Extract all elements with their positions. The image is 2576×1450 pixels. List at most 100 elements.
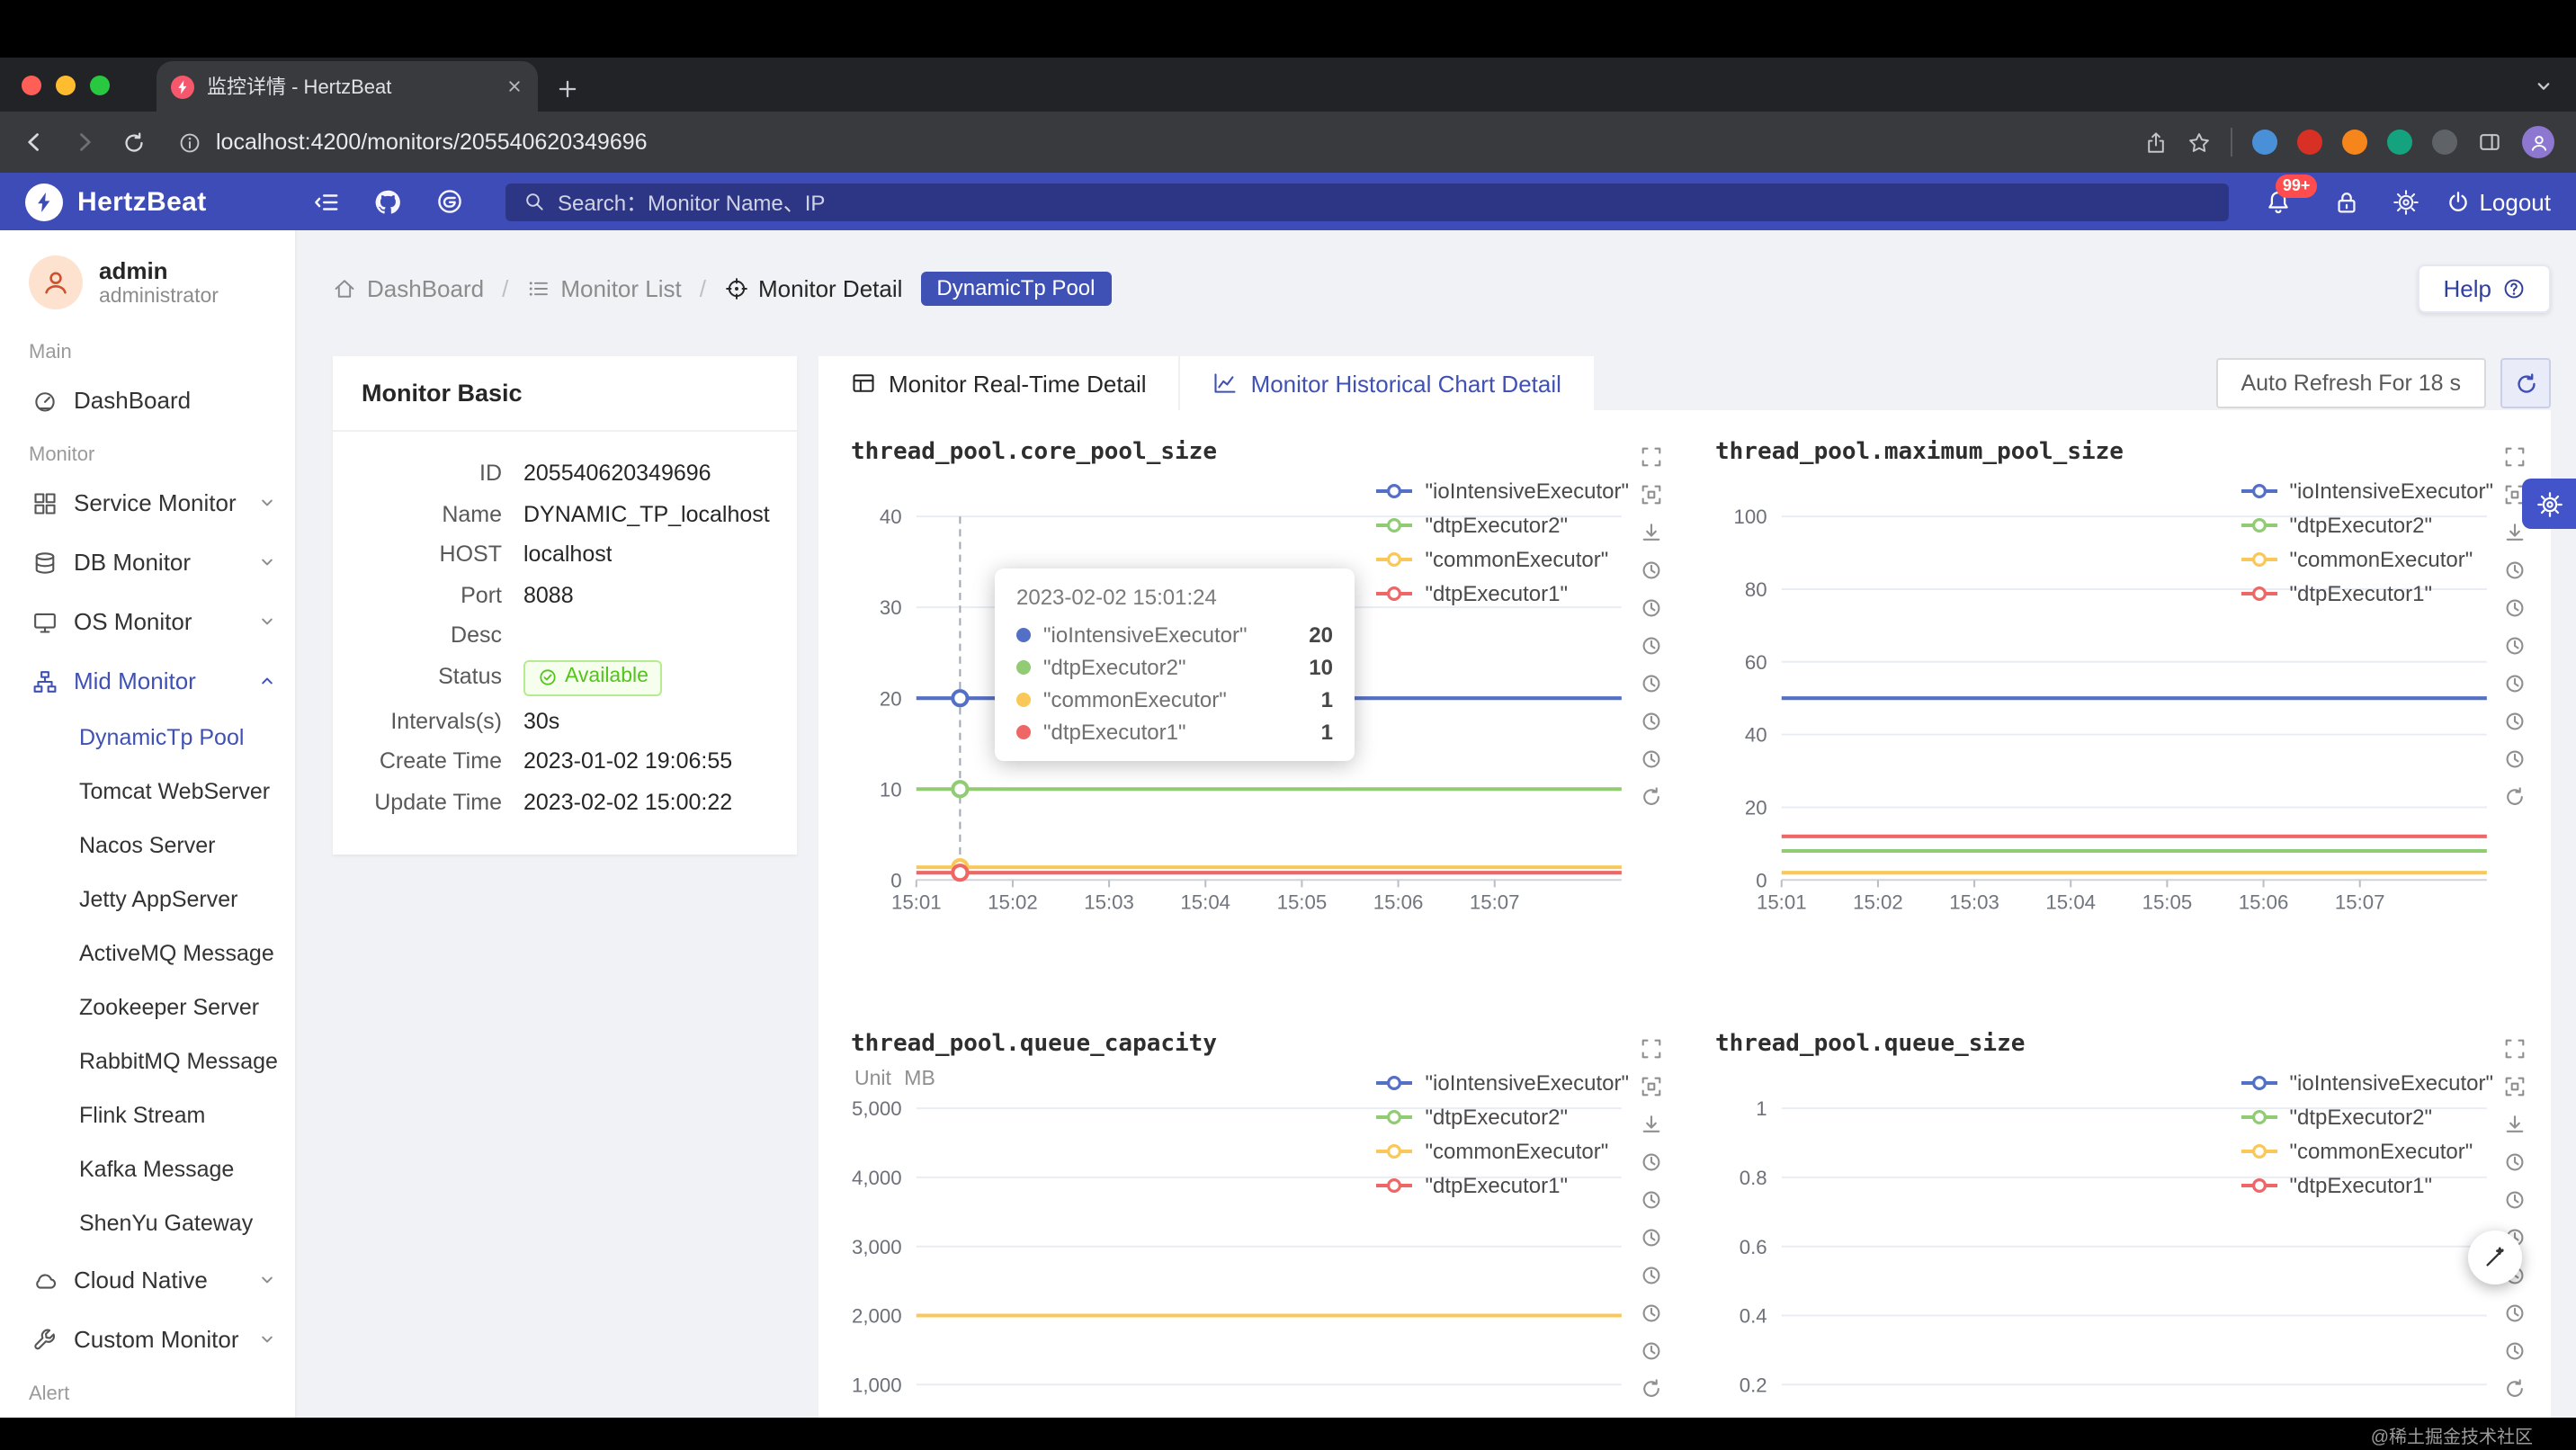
- side-panel-icon[interactable]: [2477, 130, 2502, 155]
- sidebar-item-flink-stream[interactable]: Flink Stream: [79, 1103, 206, 1128]
- legend-item[interactable]: "ioIntensiveExecutor": [1375, 1071, 1629, 1096]
- sidebar-item-mid-monitor[interactable]: Mid Monitor: [0, 651, 295, 711]
- help-button[interactable]: Help: [2418, 264, 2551, 312]
- interval-clock-4-icon[interactable]: [1640, 1266, 1661, 1287]
- chart-refresh-icon[interactable]: [1640, 1379, 1661, 1401]
- refresh-now-button[interactable]: [2500, 358, 2551, 408]
- floating-extension-button[interactable]: [2468, 1231, 2522, 1284]
- legend-item[interactable]: "dtpExecutor2": [1375, 513, 1630, 538]
- legend-item[interactable]: "commonExecutor": [1375, 1140, 1630, 1165]
- chart-fullscreen-icon[interactable]: [1640, 1039, 1661, 1061]
- legend-item[interactable]: "ioIntensiveExecutor": [2240, 1071, 2493, 1096]
- sidebar-item-tomcat-webserver[interactable]: Tomcat WebServer: [79, 779, 271, 804]
- fullscreen-window-button[interactable]: [90, 75, 110, 94]
- legend-item[interactable]: "ioIntensiveExecutor": [1375, 479, 1629, 504]
- interval-clock-5-icon[interactable]: [1640, 711, 1661, 732]
- legend-item[interactable]: "dtpExecutor1": [1375, 581, 1630, 606]
- legend-item[interactable]: "dtpExecutor1": [2240, 1174, 2494, 1199]
- sidebar-item-rabbitmq-message[interactable]: RabbitMQ Message: [79, 1049, 278, 1074]
- settings-gear-icon[interactable]: [2393, 188, 2419, 215]
- legend-item[interactable]: "commonExecutor": [2240, 1140, 2494, 1165]
- interval-clock-4-icon[interactable]: [1640, 673, 1661, 694]
- interval-clock-5-icon[interactable]: [1640, 1303, 1661, 1325]
- sidebar-item-cloud-native[interactable]: Cloud Native: [0, 1250, 295, 1310]
- legend-item[interactable]: "ioIntensiveExecutor": [2240, 479, 2493, 504]
- extension-icon-4[interactable]: [2387, 130, 2412, 155]
- interval-clock-4-icon[interactable]: [2504, 673, 2526, 694]
- chart-refresh-icon[interactable]: [2504, 786, 2526, 808]
- tab-search-chevron-icon[interactable]: [2533, 76, 2554, 97]
- search-input[interactable]: Search：Monitor Name、IP: [505, 183, 2230, 220]
- logout-button[interactable]: Logout: [2446, 188, 2551, 215]
- audit-lock-icon[interactable]: [2333, 188, 2360, 215]
- sidebar-item-dashboard[interactable]: DashBoard: [0, 371, 295, 430]
- tab-monitor-real-time-detail[interactable]: Monitor Real-Time Detail: [818, 356, 1179, 410]
- browser-tab[interactable]: 监控详情 - HertzBeat: [157, 61, 538, 112]
- chart-refresh-icon[interactable]: [1640, 786, 1661, 808]
- sidebar-item-shenyu-gateway[interactable]: ShenYu Gateway: [79, 1211, 254, 1236]
- legend-item[interactable]: "dtpExecutor2": [1375, 1105, 1630, 1131]
- interval-clock-1-icon[interactable]: [2504, 559, 2526, 581]
- sidebar-item-os-monitor[interactable]: OS Monitor: [0, 592, 295, 651]
- interval-clock-3-icon[interactable]: [1640, 1228, 1661, 1249]
- legend-item[interactable]: "commonExecutor": [1375, 547, 1630, 572]
- chart-download-icon[interactable]: [2504, 522, 2526, 543]
- chart-download-icon[interactable]: [1640, 522, 1661, 543]
- tab-close-icon[interactable]: [505, 77, 523, 95]
- chart-plot[interactable]: 5,000 4,000 3,000 2,000 1,000: [851, 1098, 1632, 1450]
- chart-refresh-icon[interactable]: [2504, 1379, 2526, 1401]
- auto-refresh-button[interactable]: Auto Refresh For 18 s: [2215, 358, 2486, 408]
- back-icon[interactable]: [22, 130, 47, 155]
- interval-clock-2-icon[interactable]: [1640, 1190, 1661, 1212]
- chart-plot[interactable]: 1 0.8 0.6 0.4 0.2: [1715, 1098, 2497, 1450]
- bookmark-star-icon[interactable]: [2187, 130, 2211, 154]
- legend-item[interactable]: "commonExecutor": [2240, 547, 2494, 572]
- sidebar-item-service-monitor[interactable]: Service Monitor: [0, 473, 295, 533]
- theme-settings-tab[interactable]: [2522, 479, 2576, 529]
- interval-clock-5-icon[interactable]: [2504, 1303, 2526, 1325]
- notifications-button[interactable]: 99+: [2265, 174, 2318, 215]
- chart-plot[interactable]: 40 30 20 10 015:01 15:02 15:03 15:04 15:05 15:06 1…: [851, 506, 1632, 920]
- gitee-icon[interactable]: [435, 187, 464, 216]
- sidebar-item-db-monitor[interactable]: DB Monitor: [0, 533, 295, 592]
- sidebar-item-kafka-message[interactable]: Kafka Message: [79, 1157, 235, 1182]
- extension-icon-5[interactable]: [2432, 130, 2457, 155]
- breadcrumb-item-monitor-detail[interactable]: Monitor Detail: [724, 274, 902, 301]
- chart-snapshot-icon[interactable]: [1640, 484, 1661, 506]
- interval-clock-3-icon[interactable]: [1640, 635, 1661, 657]
- user-block[interactable]: admin administrator: [0, 230, 295, 327]
- sidebar-item-dynamictp-pool[interactable]: DynamicTp Pool: [79, 725, 245, 750]
- share-icon[interactable]: [2144, 130, 2168, 154]
- sidebar-item-jetty-appserver[interactable]: Jetty AppServer: [79, 887, 238, 912]
- chart-snapshot-icon[interactable]: [2504, 1077, 2526, 1098]
- legend-item[interactable]: "dtpExecutor1": [1375, 1174, 1630, 1199]
- interval-clock-6-icon[interactable]: [1640, 1341, 1661, 1363]
- forward-icon[interactable]: [72, 130, 97, 155]
- app-logo[interactable]: HertzBeat: [0, 183, 297, 220]
- interval-clock-6-icon[interactable]: [2504, 1341, 2526, 1363]
- breadcrumb-item-dashboard[interactable]: DashBoard: [333, 274, 484, 301]
- interval-clock-3-icon[interactable]: [2504, 635, 2526, 657]
- interval-clock-1-icon[interactable]: [2504, 1152, 2526, 1174]
- github-icon[interactable]: [372, 186, 403, 217]
- sidebar-item-custom-monitor[interactable]: Custom Monitor: [0, 1310, 295, 1369]
- close-window-button[interactable]: [22, 75, 41, 94]
- extension-icon-3[interactable]: [2342, 130, 2367, 155]
- legend-item[interactable]: "dtpExecutor2": [2240, 513, 2494, 538]
- interval-clock-2-icon[interactable]: [2504, 597, 2526, 619]
- legend-item[interactable]: "dtpExecutor1": [2240, 581, 2494, 606]
- interval-clock-6-icon[interactable]: [2504, 748, 2526, 770]
- profile-avatar[interactable]: [2522, 126, 2554, 158]
- chart-fullscreen-icon[interactable]: [1640, 446, 1661, 468]
- extension-icon-1[interactable]: [2252, 130, 2277, 155]
- interval-clock-2-icon[interactable]: [2504, 1190, 2526, 1212]
- extension-icon-2[interactable]: [2297, 130, 2322, 155]
- sidebar-item-zookeeper-server[interactable]: Zookeeper Server: [79, 995, 260, 1020]
- menu-fold-icon[interactable]: [313, 188, 340, 215]
- sidebar-item-activemq-message[interactable]: ActiveMQ Message: [79, 941, 274, 966]
- reload-icon[interactable]: [122, 130, 146, 154]
- site-info-icon[interactable]: [178, 130, 201, 154]
- chart-download-icon[interactable]: [2504, 1114, 2526, 1136]
- chart-download-icon[interactable]: [1640, 1114, 1661, 1136]
- new-tab-button[interactable]: [556, 77, 579, 101]
